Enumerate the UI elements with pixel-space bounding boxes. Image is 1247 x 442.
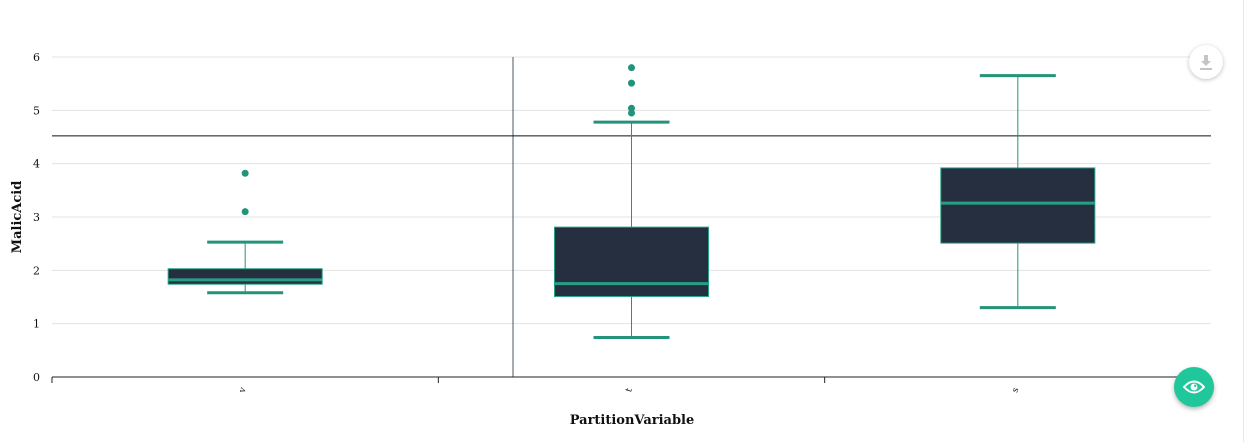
outlier-point <box>241 208 249 216</box>
outlier-point <box>628 104 635 112</box>
x-tick-label: t <box>624 387 635 394</box>
y-tick-label: 0 <box>33 371 40 384</box>
view-toggle-button[interactable] <box>1174 367 1214 407</box>
box-iqr <box>167 268 323 285</box>
download-button[interactable] <box>1189 45 1223 79</box>
box-s <box>940 74 1096 310</box>
box-iqr <box>554 226 709 297</box>
box-t <box>554 64 709 340</box>
download-icon <box>1200 55 1212 70</box>
outlier-point <box>628 109 635 117</box>
x-axis-title: PartitionVariable <box>570 413 695 428</box>
outlier-point <box>628 79 635 87</box>
box-iqr <box>940 167 1096 244</box>
panel-border <box>1243 0 1244 442</box>
boxes <box>167 64 1096 340</box>
eye-icon <box>1183 380 1205 394</box>
outlier-point <box>241 169 249 177</box>
y-tick-label: 5 <box>33 104 40 117</box>
box-v <box>167 169 323 295</box>
y-tick-label: 2 <box>33 264 40 277</box>
y-tick-label: 3 <box>33 211 40 224</box>
x-tick-label: v <box>237 385 249 395</box>
outlier-point <box>628 64 635 72</box>
y-axis-title: MalicAcid <box>10 181 25 254</box>
axes: 0 1 2 3 4 5 6 v t s <box>33 51 1212 395</box>
y-tick-label: 1 <box>33 318 40 331</box>
x-tick-label: s <box>1010 386 1021 394</box>
y-tick-label: 4 <box>33 158 40 171</box>
y-tick-label: 6 <box>33 51 40 64</box>
